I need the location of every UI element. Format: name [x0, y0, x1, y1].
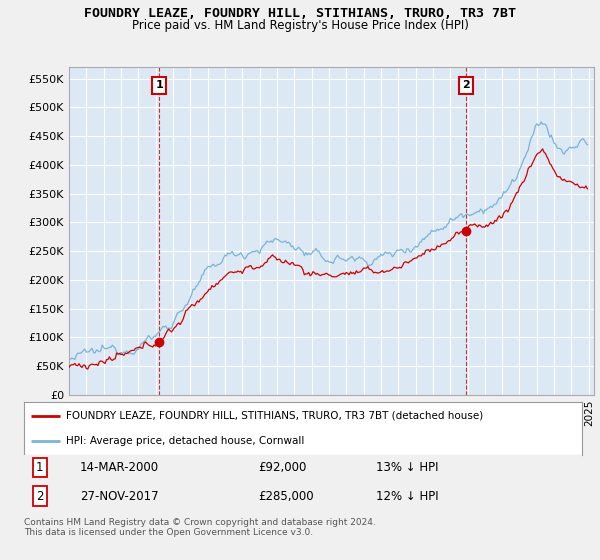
Text: £285,000: £285,000: [259, 490, 314, 503]
Text: 13% ↓ HPI: 13% ↓ HPI: [376, 461, 438, 474]
Text: 27-NOV-2017: 27-NOV-2017: [80, 490, 158, 503]
Text: 14-MAR-2000: 14-MAR-2000: [80, 461, 159, 474]
Text: FOUNDRY LEAZE, FOUNDRY HILL, STITHIANS, TRURO, TR3 7BT: FOUNDRY LEAZE, FOUNDRY HILL, STITHIANS, …: [84, 7, 516, 20]
Text: 1: 1: [155, 80, 163, 90]
Text: Price paid vs. HM Land Registry's House Price Index (HPI): Price paid vs. HM Land Registry's House …: [131, 19, 469, 32]
Text: HPI: Average price, detached house, Cornwall: HPI: Average price, detached house, Corn…: [66, 436, 304, 446]
Text: 12% ↓ HPI: 12% ↓ HPI: [376, 490, 438, 503]
Text: Contains HM Land Registry data © Crown copyright and database right 2024.
This d: Contains HM Land Registry data © Crown c…: [24, 518, 376, 538]
Text: 1: 1: [36, 461, 43, 474]
Text: FOUNDRY LEAZE, FOUNDRY HILL, STITHIANS, TRURO, TR3 7BT (detached house): FOUNDRY LEAZE, FOUNDRY HILL, STITHIANS, …: [66, 411, 483, 421]
Text: 2: 2: [462, 80, 470, 90]
Text: 2: 2: [36, 490, 43, 503]
Text: £92,000: £92,000: [259, 461, 307, 474]
